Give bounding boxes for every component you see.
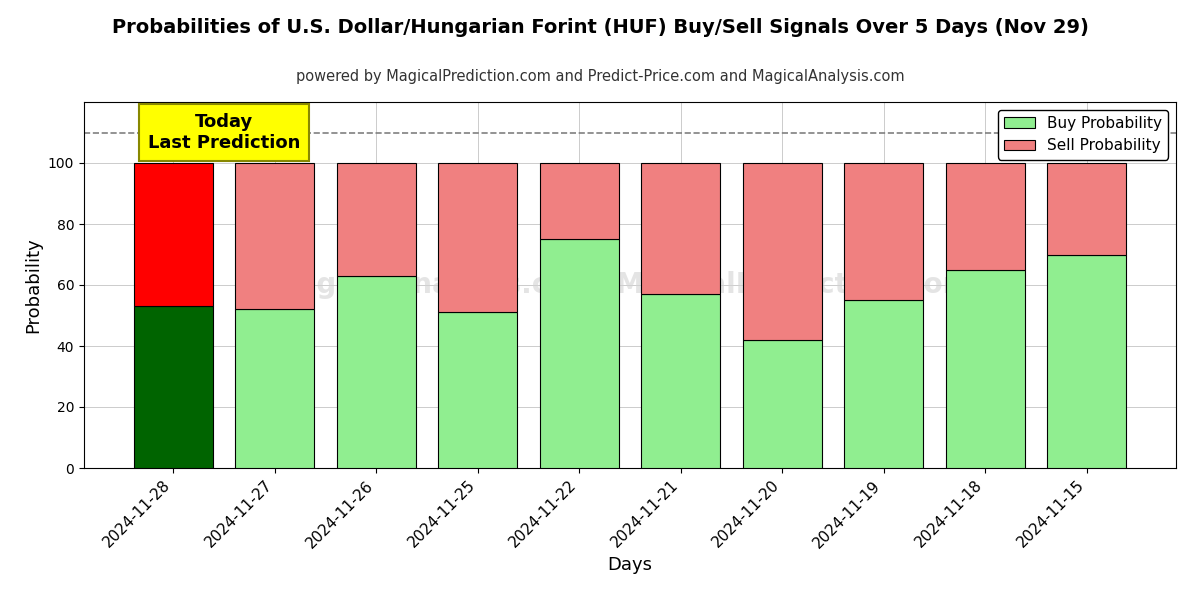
Bar bbox=[235, 310, 314, 468]
Bar bbox=[946, 163, 1025, 270]
Bar bbox=[438, 163, 517, 313]
Bar bbox=[844, 163, 923, 300]
Text: powered by MagicalPrediction.com and Predict-Price.com and MagicalAnalysis.com: powered by MagicalPrediction.com and Pre… bbox=[295, 69, 905, 84]
Bar bbox=[133, 307, 212, 468]
Bar bbox=[540, 239, 619, 468]
Bar bbox=[641, 294, 720, 468]
Bar bbox=[946, 270, 1025, 468]
Text: Today
Last Prediction: Today Last Prediction bbox=[148, 113, 300, 152]
Bar bbox=[337, 276, 416, 468]
X-axis label: Days: Days bbox=[607, 556, 653, 574]
Bar bbox=[641, 163, 720, 294]
Bar bbox=[540, 163, 619, 239]
Bar bbox=[133, 163, 212, 307]
Bar bbox=[1048, 163, 1127, 254]
Bar bbox=[1048, 254, 1127, 468]
Y-axis label: Probability: Probability bbox=[24, 237, 42, 333]
Bar bbox=[743, 163, 822, 340]
Bar bbox=[844, 300, 923, 468]
Text: MagicalAnalysis.com: MagicalAnalysis.com bbox=[270, 271, 596, 299]
Bar bbox=[438, 313, 517, 468]
Text: MagicalPrediction.com: MagicalPrediction.com bbox=[616, 271, 972, 299]
Bar bbox=[743, 340, 822, 468]
Legend: Buy Probability, Sell Probability: Buy Probability, Sell Probability bbox=[998, 110, 1169, 160]
Bar bbox=[235, 163, 314, 310]
Bar bbox=[337, 163, 416, 276]
Text: Probabilities of U.S. Dollar/Hungarian Forint (HUF) Buy/Sell Signals Over 5 Days: Probabilities of U.S. Dollar/Hungarian F… bbox=[112, 18, 1088, 37]
